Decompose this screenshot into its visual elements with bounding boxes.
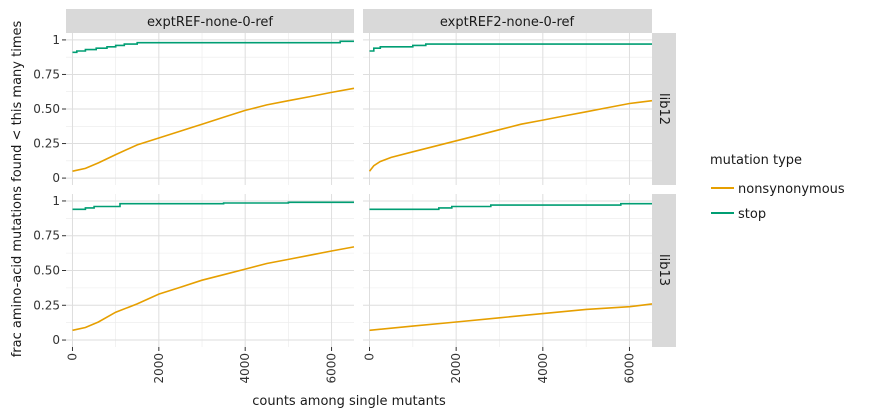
y-tick-label: 1	[52, 33, 60, 47]
y-tick-label: 1	[52, 194, 60, 208]
x-tick-label: 6000	[325, 353, 339, 384]
y-axis-row-1: 0 0.25 0.50 0.75 1	[33, 33, 66, 185]
series-line-stop	[369, 43, 652, 52]
y-tick-label: 0.50	[33, 264, 60, 278]
series-line-nonsynonymous	[369, 303, 653, 332]
series-line-nonsynonymous	[72, 246, 355, 332]
strip-column-2-label: exptREF2-none-0-ref	[440, 15, 575, 30]
x-axis-column-2: 0 2000 4000 6000	[363, 347, 637, 384]
legend-label-nonsynonymous: nonsynonymous	[738, 182, 845, 197]
y-axis-row-2: 0 0.25 0.50 0.75 1	[33, 194, 66, 347]
series-line-nonsynonymous	[72, 87, 355, 172]
series-line-nonsynonymous	[368, 99, 653, 172]
strip-column-1-background	[66, 9, 354, 33]
strip-column-1-label: exptREF-none-0-ref	[147, 15, 273, 30]
series-lines	[72, 201, 355, 332]
strip-column-2-background	[363, 9, 652, 33]
legend: mutation type nonsynonymous stop	[710, 153, 845, 222]
x-tick-label: 0	[66, 353, 80, 361]
x-tick-label: 4000	[536, 353, 550, 384]
gridlines	[66, 33, 354, 185]
legend-title: mutation type	[710, 153, 802, 168]
series-lines	[72, 40, 355, 172]
x-axis-title: counts among single mutants	[252, 394, 446, 409]
x-tick-label: 2000	[152, 353, 166, 384]
strip-row-1-label: lib12	[656, 93, 671, 125]
x-tick-label: 6000	[623, 353, 637, 384]
column-strips: exptREF-none-0-ref exptREF2-none-0-ref	[66, 9, 652, 33]
series-line-stop	[72, 40, 354, 54]
y-tick-label: 0.25	[33, 298, 60, 312]
x-axis-column-1: 0 2000 4000 6000	[66, 347, 339, 384]
x-tick-label: 2000	[449, 353, 463, 384]
panel-expt2-lib12	[363, 33, 653, 185]
strip-row-2-background	[652, 194, 676, 347]
strip-row-2-label: lib13	[656, 254, 671, 286]
series-lines	[368, 43, 653, 172]
y-tick-label: 0.75	[33, 67, 60, 81]
gridlines	[66, 194, 354, 347]
y-tick-label: 0.25	[33, 137, 60, 151]
x-tick-label: 4000	[238, 353, 252, 384]
strip-row-1-background	[652, 33, 676, 185]
series-line-stop	[369, 202, 652, 211]
panel-expt2-lib13	[363, 194, 653, 347]
y-tick-label: 0.50	[33, 102, 60, 116]
legend-label-stop: stop	[738, 207, 766, 222]
panel-expt1-lib12	[66, 33, 355, 185]
y-tick-label: 0.75	[33, 229, 60, 243]
series-line-stop	[72, 201, 354, 211]
row-strips: lib12 lib13	[652, 33, 676, 347]
y-tick-label: 0	[52, 333, 60, 347]
y-axis-title: frac amino-acid mutations found < this m…	[10, 21, 25, 358]
x-tick-label: 0	[363, 353, 377, 361]
y-tick-label: 0	[52, 171, 60, 185]
series-lines	[369, 202, 653, 332]
panel-expt1-lib13	[66, 194, 355, 347]
